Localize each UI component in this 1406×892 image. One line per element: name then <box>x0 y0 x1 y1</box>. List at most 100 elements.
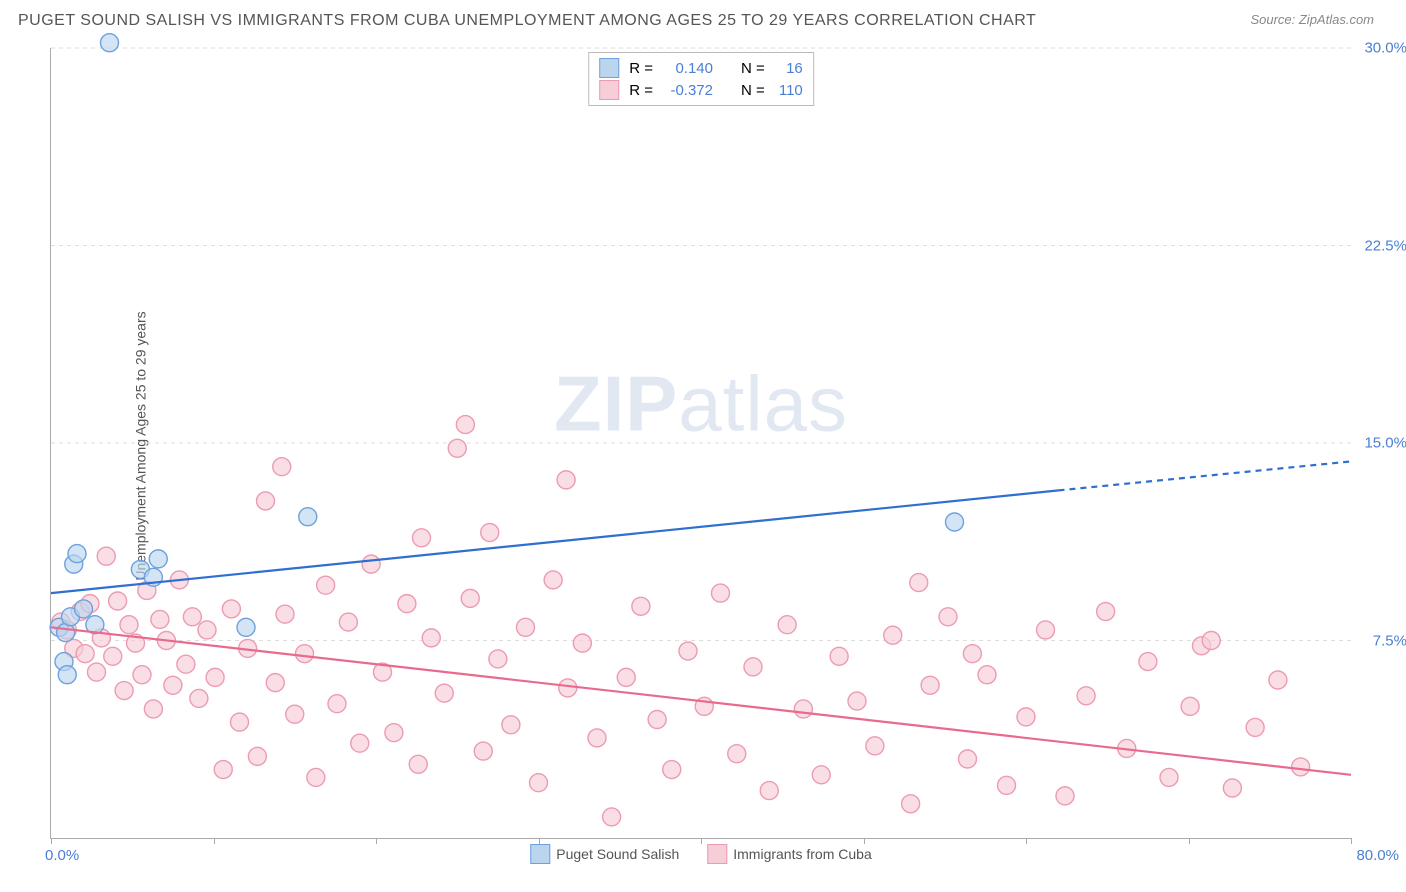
data-point <box>884 626 902 644</box>
data-point <box>544 571 562 589</box>
n-value-1: 16 <box>775 60 803 77</box>
series-legend: Puget Sound Salish Immigrants from Cuba <box>530 844 871 864</box>
data-point <box>206 668 224 686</box>
data-point <box>115 682 133 700</box>
data-point <box>76 645 94 663</box>
legend-swatch-2 <box>599 80 619 100</box>
y-tick-label: 7.5% <box>1373 632 1406 649</box>
data-point <box>489 650 507 668</box>
data-point <box>133 666 151 684</box>
data-point <box>109 592 127 610</box>
data-point <box>559 679 577 697</box>
data-point <box>1139 653 1157 671</box>
data-point <box>151 610 169 628</box>
chart-title: PUGET SOUND SALISH VS IMMIGRANTS FROM CU… <box>18 12 1036 30</box>
x-axis-end-label: 80.0% <box>1356 847 1399 864</box>
data-point <box>1223 779 1241 797</box>
x-tick <box>51 838 52 844</box>
data-point <box>398 595 416 613</box>
data-point <box>257 492 275 510</box>
data-point <box>603 808 621 826</box>
data-point <box>778 616 796 634</box>
y-tick-label: 30.0% <box>1364 40 1406 57</box>
data-point <box>978 666 996 684</box>
x-tick <box>376 838 377 844</box>
data-point <box>299 508 317 526</box>
data-point <box>1037 621 1055 639</box>
data-point <box>144 700 162 718</box>
data-point <box>120 616 138 634</box>
data-point <box>286 705 304 723</box>
data-point <box>679 642 697 660</box>
data-point <box>712 584 730 602</box>
data-point <box>97 547 115 565</box>
data-point <box>149 550 167 568</box>
data-point <box>413 529 431 547</box>
data-point <box>409 755 427 773</box>
data-point <box>744 658 762 676</box>
n-value-2: 110 <box>775 82 803 99</box>
data-point <box>422 629 440 647</box>
data-point <box>362 555 380 573</box>
data-point <box>617 668 635 686</box>
y-tick-label: 22.5% <box>1364 237 1406 254</box>
data-point <box>58 666 76 684</box>
r-value-1: 0.140 <box>663 60 713 77</box>
data-point <box>939 608 957 626</box>
data-point <box>266 674 284 692</box>
data-point <box>921 676 939 694</box>
data-point <box>385 724 403 742</box>
data-point <box>573 634 591 652</box>
data-point <box>183 608 201 626</box>
data-point <box>101 34 119 52</box>
data-point <box>517 618 535 636</box>
data-point <box>104 647 122 665</box>
legend-item-1: Puget Sound Salish <box>530 844 679 864</box>
legend-row-series1: R = 0.140 N = 16 <box>599 57 803 79</box>
source-attribution: Source: ZipAtlas.com <box>1250 12 1374 27</box>
data-point <box>190 689 208 707</box>
x-tick <box>1189 838 1190 844</box>
x-axis-start-label: 0.0% <box>45 847 79 864</box>
data-point <box>588 729 606 747</box>
data-point <box>214 761 232 779</box>
data-point <box>648 711 666 729</box>
data-point <box>1160 768 1178 786</box>
x-tick <box>1026 838 1027 844</box>
y-tick-label: 15.0% <box>1364 435 1406 452</box>
correlation-legend: R = 0.140 N = 16 R = -0.372 N = 110 <box>588 52 814 106</box>
data-point <box>248 747 266 765</box>
plot-area: ZIPatlas 7.5%15.0%22.5%30.0% 0.0% 80.0% … <box>50 48 1351 839</box>
data-point <box>946 513 964 531</box>
data-point <box>910 574 928 592</box>
data-point <box>237 618 255 636</box>
data-point <box>1097 603 1115 621</box>
data-point <box>1246 718 1264 736</box>
data-point <box>88 663 106 681</box>
data-point <box>1056 787 1074 805</box>
legend-swatch-bottom-1 <box>530 844 550 864</box>
data-point <box>435 684 453 702</box>
data-point <box>848 692 866 710</box>
data-point <box>164 676 182 694</box>
data-point <box>339 613 357 631</box>
data-point <box>351 734 369 752</box>
legend-swatch-1 <box>599 58 619 78</box>
legend-row-series2: R = -0.372 N = 110 <box>599 79 803 101</box>
data-point <box>222 600 240 618</box>
r-value-2: -0.372 <box>663 82 713 99</box>
data-point <box>276 605 294 623</box>
trend-line <box>51 627 1351 774</box>
data-point <box>198 621 216 639</box>
data-point <box>1181 697 1199 715</box>
data-point <box>557 471 575 489</box>
data-point <box>502 716 520 734</box>
data-point <box>760 782 778 800</box>
x-tick <box>1351 838 1352 844</box>
trend-line-dashed <box>1059 461 1352 490</box>
chart-svg <box>51 48 1351 838</box>
data-point <box>794 700 812 718</box>
data-point <box>296 645 314 663</box>
data-point <box>728 745 746 763</box>
data-point <box>481 524 499 542</box>
